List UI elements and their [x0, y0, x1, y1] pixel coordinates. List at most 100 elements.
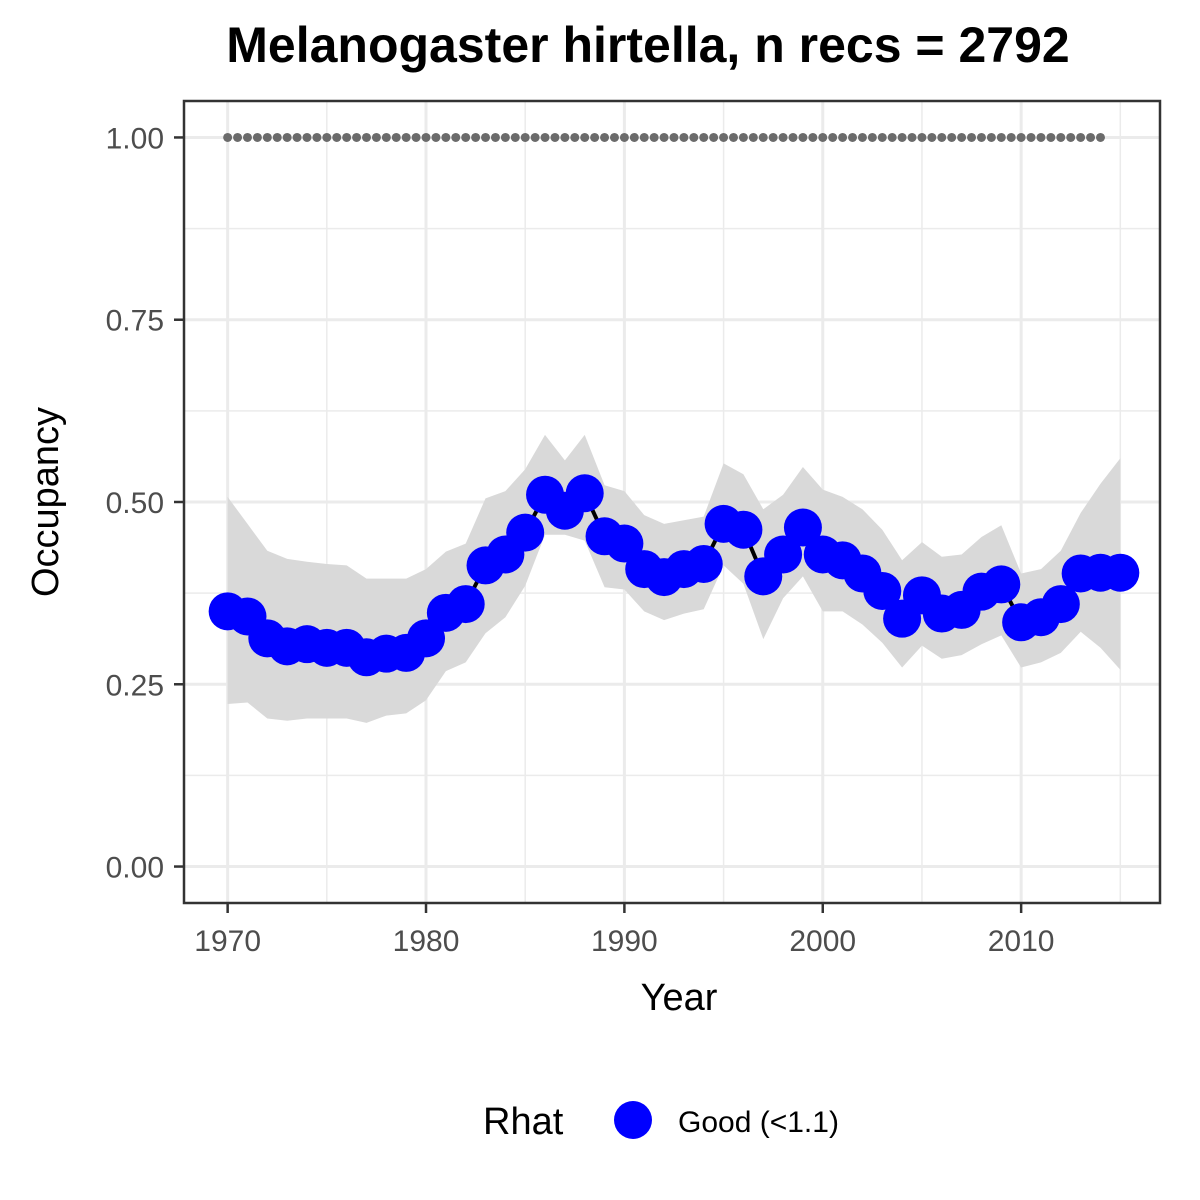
reference-dot [302, 132, 312, 142]
reference-dot [1046, 132, 1056, 142]
reference-dot [808, 132, 818, 142]
reference-dot [719, 132, 729, 142]
reference-dot [897, 132, 907, 142]
reference-dot [1076, 132, 1086, 142]
reference-dot [957, 132, 967, 142]
x-tick-label: 1980 [393, 925, 460, 958]
reference-dot [441, 132, 451, 142]
legend: Rhat Good (<1.1) [483, 1101, 839, 1143]
reference-dot [689, 132, 699, 142]
reference-dot [907, 132, 917, 142]
reference-dot [481, 132, 491, 142]
data-point-1996 [724, 510, 763, 549]
reference-dot [798, 132, 808, 142]
reference-dot [877, 132, 887, 142]
legend-title: Rhat [483, 1101, 564, 1143]
x-axis-title: Year [641, 977, 718, 1019]
reference-dot [947, 132, 957, 142]
reference-dot [471, 132, 481, 142]
y-tick-label: 1.00 [106, 122, 164, 155]
reference-dot [421, 132, 431, 142]
reference-dot [937, 132, 947, 142]
reference-dot [778, 132, 788, 142]
y-tick-label: 0.25 [106, 669, 164, 702]
legend-key-good [614, 1101, 652, 1139]
reference-dot [867, 132, 877, 142]
reference-dot [709, 132, 719, 142]
reference-dot [282, 132, 292, 142]
reference-dot [917, 132, 927, 142]
reference-dot [570, 132, 580, 142]
reference-dot [927, 132, 937, 142]
y-tick-label: 0.00 [106, 852, 164, 885]
reference-dot [550, 132, 560, 142]
reference-dot [728, 132, 738, 142]
reference-dot [233, 132, 243, 142]
reference-dot [1026, 132, 1036, 142]
reference-dot [292, 132, 302, 142]
reference-dot [332, 132, 342, 142]
reference-dot [500, 132, 510, 142]
reference-dot [887, 132, 897, 142]
reference-dot [828, 132, 838, 142]
data-point-1999 [783, 508, 822, 547]
reference-dot [659, 132, 669, 142]
data-point-1988 [565, 474, 604, 513]
reference-dot [342, 132, 352, 142]
reference-dot [629, 132, 639, 142]
reference-dot [391, 132, 401, 142]
reference-dot [223, 132, 233, 142]
reference-dot [580, 132, 590, 142]
axes: 1970 1980 1990 2000 2010 0.00 0.25 0.50 0.75 1.00 [106, 122, 1055, 958]
reference-dot [857, 132, 867, 142]
data-point-1982 [446, 585, 485, 624]
reference-dot [788, 132, 798, 142]
data-point-2015 [1101, 553, 1140, 592]
data-point-1998 [764, 535, 803, 574]
reference-dot [451, 132, 461, 142]
reference-dot [619, 132, 629, 142]
y-tick-label: 0.75 [106, 305, 164, 338]
data-point-1985 [506, 513, 545, 552]
reference-dot [411, 132, 421, 142]
reference-dot [352, 132, 362, 142]
reference-dot [748, 132, 758, 142]
reference-dot [381, 132, 391, 142]
reference-dot [1086, 132, 1096, 142]
reference-dot [590, 132, 600, 142]
x-tick-label: 2000 [789, 925, 856, 958]
reference-dot [639, 132, 649, 142]
reference-dot [986, 132, 996, 142]
y-axis-title: Occupancy [25, 407, 67, 597]
reference-dot [431, 132, 441, 142]
reference-dot [461, 132, 471, 142]
reference-dot [540, 132, 550, 142]
reference-dot [838, 132, 848, 142]
reference-dot [401, 132, 411, 142]
reference-dot [322, 132, 332, 142]
legend-label-good: Good (<1.1) [678, 1106, 839, 1139]
reference-dot [818, 132, 828, 142]
data-point-1980 [407, 619, 446, 658]
reference-dot [252, 132, 262, 142]
reference-dot [312, 132, 322, 142]
reference-dot [1016, 132, 1026, 142]
reference-dot [1056, 132, 1066, 142]
x-tick-label: 1990 [591, 925, 658, 958]
reference-dot [560, 132, 570, 142]
reference-dot [976, 132, 986, 142]
reference-dot [609, 132, 619, 142]
reference-dot [520, 132, 530, 142]
x-tick-label: 2010 [988, 925, 1055, 958]
reference-dot [649, 132, 659, 142]
data-point-1990 [605, 524, 644, 563]
reference-dot [679, 132, 689, 142]
data-point-2003 [863, 571, 902, 610]
reference-dot [1095, 132, 1105, 142]
x-tick-label: 1970 [194, 925, 261, 958]
chart-title: Melanogaster hirtella, n recs = 2792 [226, 17, 1069, 73]
reference-dot [768, 132, 778, 142]
reference-dot [669, 132, 679, 142]
